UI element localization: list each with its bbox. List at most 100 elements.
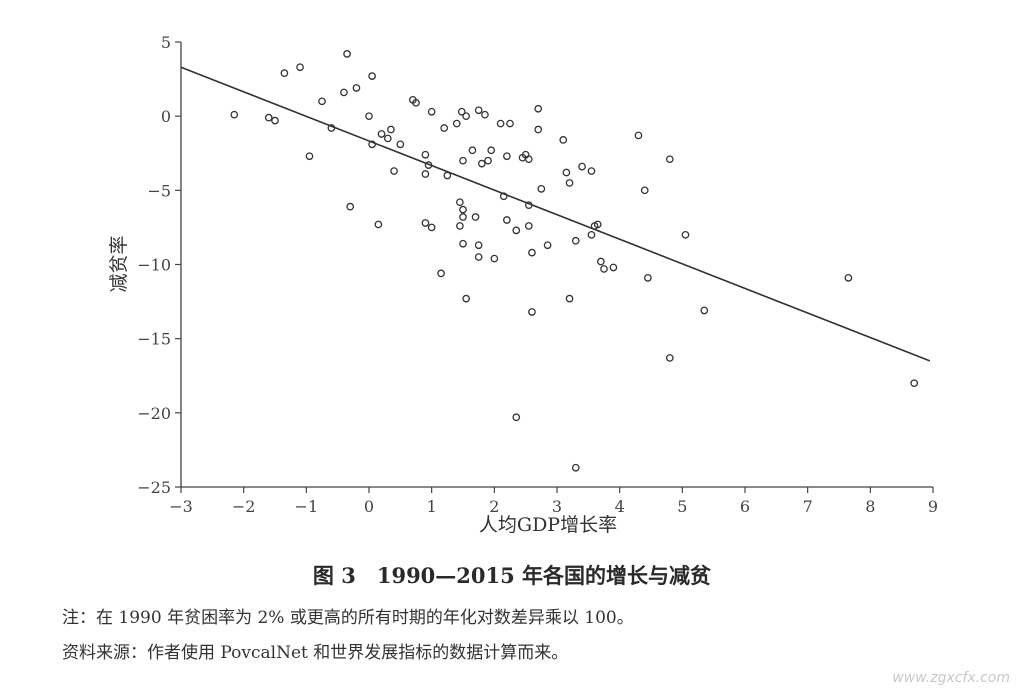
- data-point: [484, 156, 492, 165]
- data-point: [280, 69, 289, 78]
- data-point: [844, 273, 853, 282]
- data-point: [700, 306, 709, 315]
- x-tick-label: 1: [427, 497, 437, 516]
- data-point: [365, 112, 373, 121]
- x-tick-label: 0: [364, 497, 374, 516]
- x-tick-label: 5: [677, 497, 687, 516]
- data-point: [496, 119, 505, 128]
- data-point: [459, 156, 467, 165]
- data-point: [346, 202, 355, 211]
- figure-note: 注：在 1990 年贫困率为 2% 或更高的所有时期的年化对数差异乘以 100。: [62, 608, 634, 628]
- data-point: [305, 152, 314, 161]
- data-point: [368, 72, 376, 80]
- data-point: [503, 216, 511, 224]
- data-point: [578, 162, 586, 171]
- data-point: [587, 167, 596, 175]
- data-point: [681, 230, 690, 239]
- data-point: [462, 294, 470, 303]
- data-point: [459, 239, 467, 248]
- data-point: [471, 213, 480, 221]
- x-tick-label: −2: [232, 497, 256, 516]
- data-point: [271, 116, 279, 125]
- data-point: [600, 265, 608, 273]
- data-point: [230, 110, 239, 119]
- data-point: [644, 273, 652, 282]
- data-point: [340, 88, 348, 97]
- data-point: [534, 125, 543, 134]
- data-point: [343, 50, 351, 58]
- data-point: [528, 248, 536, 257]
- y-tick-label: −10: [137, 256, 171, 275]
- data-point: [524, 155, 533, 164]
- y-tick-label: −5: [147, 181, 171, 200]
- data-point: [640, 186, 649, 195]
- data-point: [609, 263, 618, 272]
- data-point: [506, 119, 514, 128]
- data-point: [468, 146, 477, 155]
- data-point: [537, 185, 546, 193]
- data-point: [318, 97, 326, 106]
- data-point: [524, 222, 533, 230]
- data-point: [474, 106, 483, 115]
- x-tick-label: 9: [928, 497, 938, 516]
- data-point: [597, 257, 605, 266]
- data-point: [565, 294, 574, 303]
- data-point: [421, 150, 430, 159]
- trendline: [180, 66, 931, 362]
- data-point: [457, 107, 466, 116]
- data-point: [559, 136, 568, 144]
- y-tick-label: 5: [161, 33, 171, 52]
- x-tick-label: 3: [552, 497, 562, 516]
- figure-caption: 图 3 1990—2015 年各国的增长与减贫: [312, 563, 712, 588]
- data-point: [565, 179, 574, 187]
- y-axis-label: 减贫率: [108, 235, 130, 292]
- data-point: [562, 168, 571, 177]
- data-point: [383, 134, 392, 143]
- data-point: [421, 170, 430, 178]
- data-point: [634, 131, 643, 140]
- data-point: [368, 140, 376, 149]
- data-point: [490, 254, 499, 263]
- data-point: [665, 155, 674, 164]
- data-point: [352, 84, 361, 92]
- data-point: [474, 241, 483, 250]
- x-tick-label: 7: [803, 497, 813, 516]
- data-point: [374, 220, 383, 229]
- data-point: [456, 198, 464, 207]
- data-point: [910, 379, 919, 388]
- data-point: [264, 113, 273, 122]
- x-tick-label: 2: [489, 497, 499, 516]
- data-point: [474, 253, 483, 261]
- data-point: [481, 110, 489, 119]
- figure-source: 资料来源：作者使用 PovcalNet 和世界发展指标的数据计算而来。: [62, 643, 569, 663]
- y-tick-label: −20: [137, 404, 171, 423]
- x-tick-label: 4: [615, 497, 625, 516]
- x-axis-label: 人均GDP增长率: [479, 514, 617, 536]
- data-point: [459, 213, 467, 221]
- data-point: [440, 124, 449, 132]
- x-tick-label: −1: [295, 497, 319, 516]
- data-point: [427, 107, 436, 116]
- data-point: [462, 112, 470, 121]
- x-tick-label: 8: [865, 497, 875, 516]
- plot-frame: [180, 42, 933, 488]
- data-point: [528, 308, 536, 316]
- data-point: [665, 354, 674, 362]
- data-point: [593, 220, 602, 229]
- trendline-group: [180, 66, 931, 362]
- x-tick-label: −3: [169, 497, 193, 516]
- data-point: [487, 146, 496, 155]
- data-point: [459, 205, 467, 214]
- data-point: [571, 463, 580, 472]
- data-point: [587, 230, 596, 239]
- data-points: [230, 50, 919, 472]
- data-point: [543, 241, 552, 250]
- data-point: [427, 223, 436, 232]
- data-point: [296, 63, 304, 72]
- x-axis: −3 −2 −1 0 1 2 3 4 5 6 7 8 9: [169, 487, 938, 516]
- data-point: [387, 125, 395, 134]
- scatter-plot: −3 −2 −1 0 1 2 3 4 5 6 7 8 9 50−5−10−15−20−25 人均GDP增…: [108, 33, 938, 536]
- data-point: [512, 226, 521, 235]
- data-point: [503, 152, 511, 161]
- data-point: [534, 104, 543, 113]
